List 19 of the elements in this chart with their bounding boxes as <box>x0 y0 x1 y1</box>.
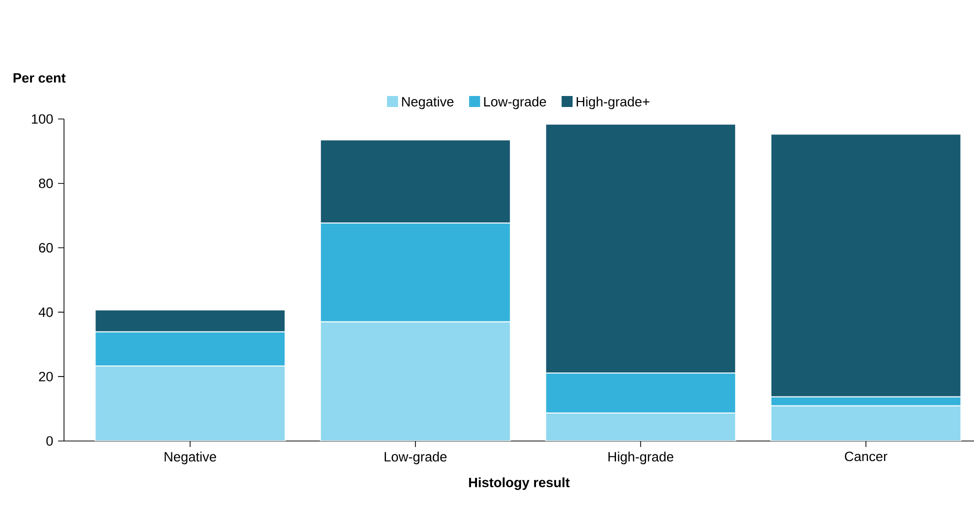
y-tick-label: 0 <box>46 436 53 446</box>
x-axis-title: Histology result <box>469 477 570 490</box>
x-tick-label: High-grade <box>608 452 674 464</box>
x-tick-label: Negative <box>164 452 216 464</box>
y-tick-label: 60 <box>39 243 53 253</box>
bar <box>770 405 962 441</box>
y-tick-label: 100 <box>32 114 53 124</box>
y-tick-label: 40 <box>38 307 53 317</box>
legend-label: Low-grade <box>484 96 546 110</box>
y-axis-title: Per cent <box>14 73 66 83</box>
x-tick-label: Low-grade <box>384 452 447 464</box>
bar <box>94 365 286 441</box>
bar <box>545 412 736 441</box>
bar <box>320 321 511 441</box>
y-tick-label: 80 <box>38 178 53 188</box>
legend-label: Negative <box>402 96 454 110</box>
legend-label: High-grade+ <box>576 96 650 110</box>
y-tick-label: 20 <box>39 372 53 382</box>
x-tick-label: Cancer <box>844 452 888 462</box>
